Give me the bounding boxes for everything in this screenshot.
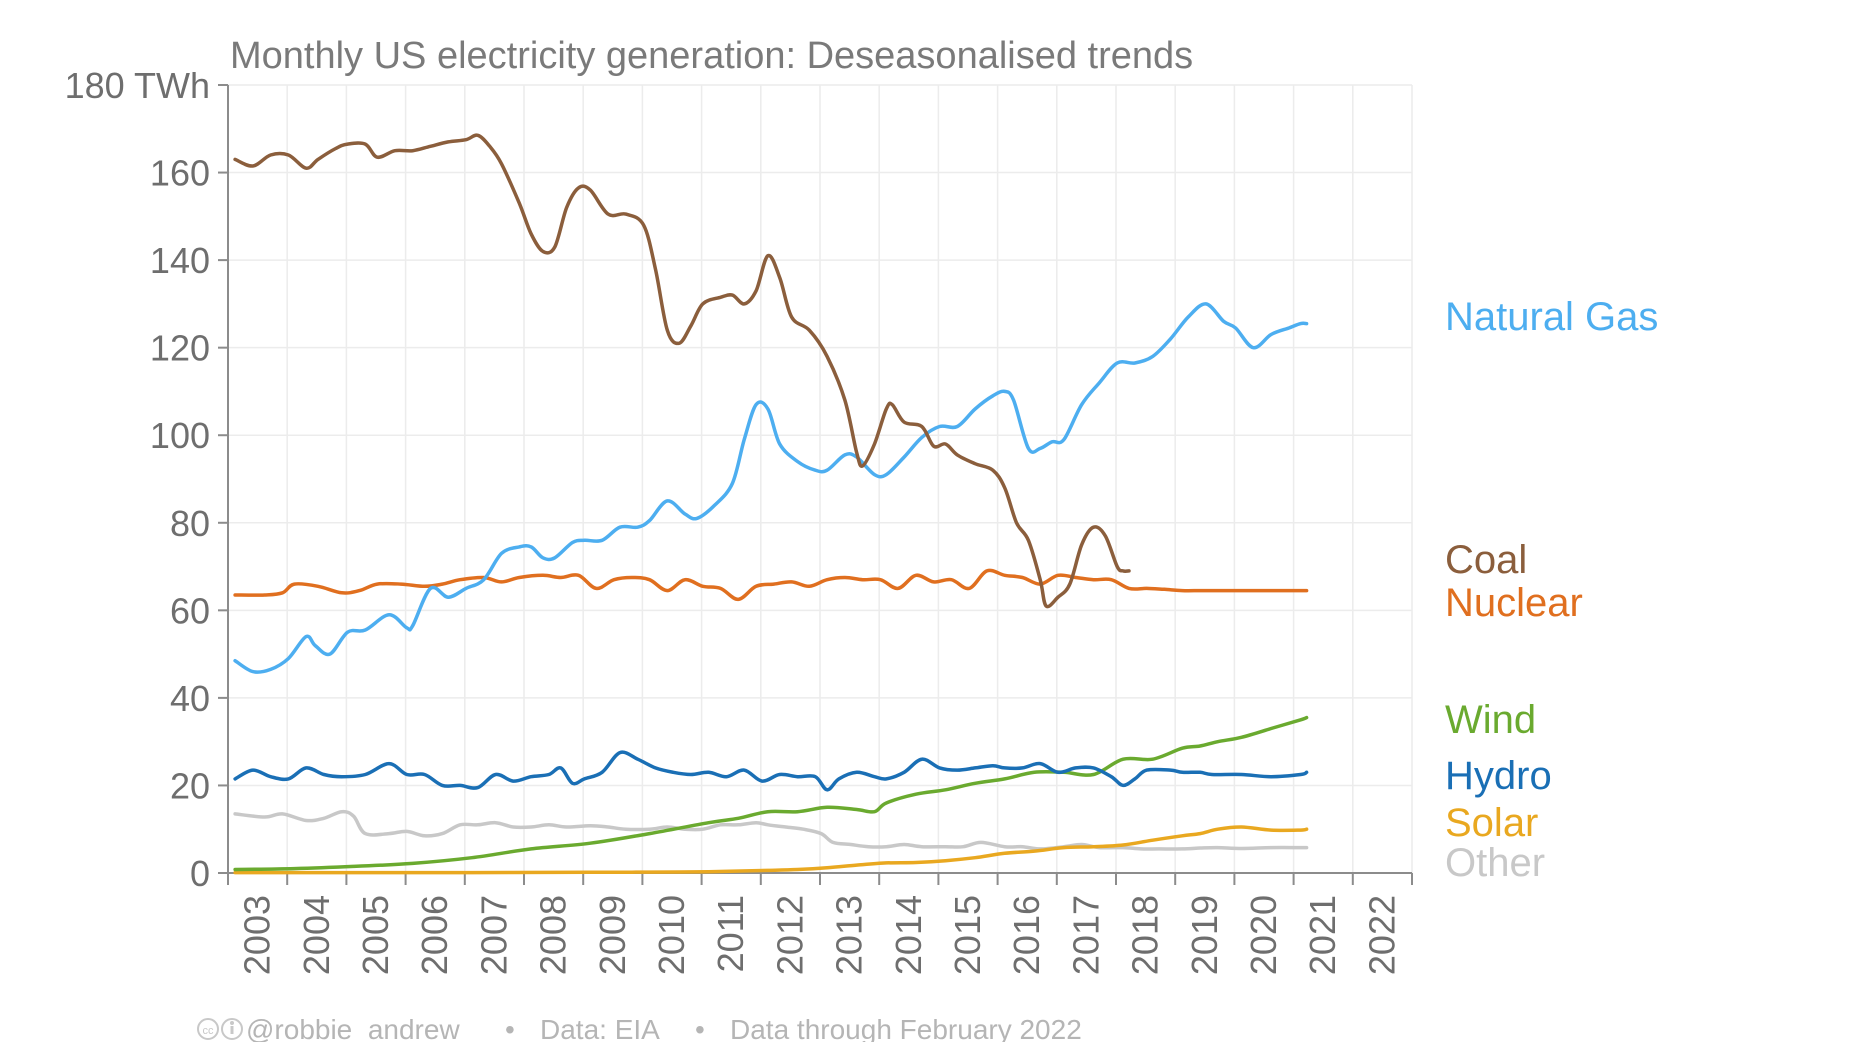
y-tick-label: 0 — [190, 853, 210, 894]
y-tick-label: 60 — [170, 590, 210, 631]
series-label-natural-gas: Natural Gas — [1445, 295, 1658, 339]
chart-title: Monthly US electricity generation: Desea… — [230, 35, 1193, 77]
x-tick-label: 2008 — [533, 895, 574, 975]
chart-series-lines — [233, 133, 1309, 875]
footer-source: Data: EIA — [540, 1014, 660, 1042]
x-tick-label: 2014 — [888, 895, 929, 975]
y-tick-label: 160 — [150, 153, 210, 194]
x-tick-label: 2004 — [296, 895, 337, 975]
series-label-nuclear: Nuclear — [1445, 581, 1583, 625]
footer-credit: @robbie_andrew — [246, 1014, 460, 1042]
x-axis-ticks: 2003 2004 2005 2006 2007 2008 2009 2010 2011 2012… — [227, 873, 1413, 975]
x-tick-label: 2009 — [592, 895, 633, 975]
series-label-hydro: Hydro — [1445, 754, 1552, 798]
x-tick-label: 2016 — [1006, 895, 1047, 975]
y-tick-label: 180 TWh — [65, 65, 210, 106]
x-tick-label: 2012 — [769, 895, 810, 975]
x-tick-label: 2022 — [1361, 895, 1402, 975]
x-tick-label: 2011 — [710, 895, 751, 972]
x-tick-label: 2020 — [1243, 895, 1284, 975]
series-line-other — [233, 809, 1309, 851]
series-label-solar: Solar — [1445, 801, 1538, 845]
x-tick-label: 2010 — [651, 895, 692, 975]
footer-separator-1: • — [505, 1014, 515, 1042]
x-tick-label: 2006 — [414, 895, 455, 975]
chart-grid — [228, 84, 1413, 873]
series-line-wind — [233, 715, 1309, 872]
series-line-solar — [233, 825, 1309, 875]
x-tick-label: 2018 — [1125, 895, 1166, 975]
footer-separator-2: • — [695, 1014, 705, 1042]
x-tick-label: 2015 — [947, 895, 988, 975]
series-line-coal — [233, 133, 1131, 609]
x-tick-label: 2013 — [829, 895, 870, 975]
x-tick-label: 2021 — [1302, 895, 1343, 975]
attribution-icon — [221, 1018, 243, 1040]
cc-icon: cc — [197, 1018, 219, 1040]
y-tick-label: 80 — [170, 503, 210, 544]
y-tick-label: 20 — [170, 765, 210, 806]
x-tick-label: 2019 — [1184, 895, 1225, 975]
chart-footer: cc @robbie_andrew • Data: EIA • Data thr… — [197, 1014, 1082, 1042]
x-tick-label: 2003 — [237, 895, 278, 975]
y-tick-label: 120 — [150, 328, 210, 369]
series-label-coal: Coal — [1445, 538, 1527, 582]
series-line-nuclear — [233, 568, 1309, 602]
x-tick-label: 2005 — [355, 895, 396, 975]
x-tick-label: 2007 — [473, 895, 514, 975]
series-label-other: Other — [1445, 841, 1545, 885]
series-line-hydro — [233, 750, 1309, 792]
y-tick-label: 40 — [170, 678, 210, 719]
x-tick-label: 2017 — [1065, 895, 1106, 975]
series-line-natural-gas — [233, 302, 1309, 674]
y-axis-ticks: 0 20 40 60 80 100 120 140 160 180 TWh — [65, 65, 228, 894]
y-tick-label: 140 — [150, 240, 210, 281]
svg-text:cc: cc — [203, 1025, 215, 1037]
footer-through: Data through February 2022 — [730, 1014, 1082, 1042]
y-tick-label: 100 — [150, 415, 210, 456]
series-label-wind: Wind — [1445, 698, 1536, 742]
